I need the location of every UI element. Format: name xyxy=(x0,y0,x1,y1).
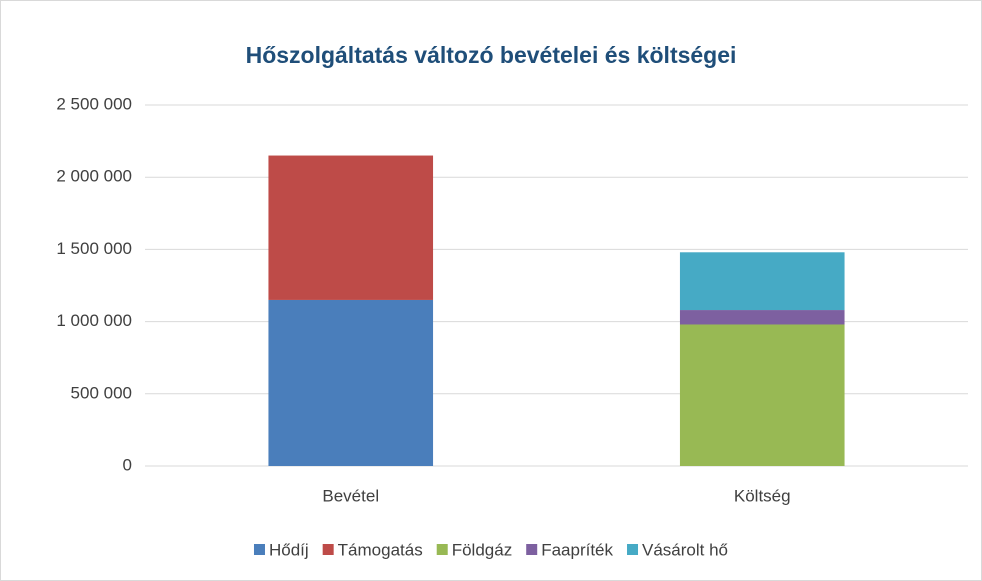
legend-label: Földgáz xyxy=(452,540,512,559)
y-tick-label: 1 000 000 xyxy=(56,311,132,330)
legend-swatch xyxy=(627,544,639,555)
legend-swatch xyxy=(322,544,334,555)
legend-label: Faapríték xyxy=(541,540,613,559)
y-tick-label: 500 000 xyxy=(71,383,132,402)
chart-title: Hőszolgáltatás változó bevételei és költ… xyxy=(246,42,737,68)
legend-swatch xyxy=(253,544,265,555)
bar-segment xyxy=(679,310,845,325)
legend-label: Hődíj xyxy=(269,540,309,559)
legend-swatch xyxy=(526,544,538,555)
bar-segment xyxy=(679,324,845,466)
x-tick-label: Bevétel xyxy=(322,486,379,505)
y-tick-label: 2 000 000 xyxy=(56,167,132,186)
bar-segment xyxy=(679,252,845,311)
legend-label: Támogatás xyxy=(338,540,423,559)
x-tick-label: Költség xyxy=(734,486,791,505)
y-tick-label: 2 500 000 xyxy=(56,94,132,113)
bar-segment xyxy=(268,155,434,300)
bar-segment xyxy=(268,299,434,466)
y-tick-label: 1 500 000 xyxy=(56,239,132,258)
legend-swatch xyxy=(436,544,448,555)
y-tick-label: 0 xyxy=(123,455,132,474)
legend-label: Vásárolt hő xyxy=(642,540,728,559)
